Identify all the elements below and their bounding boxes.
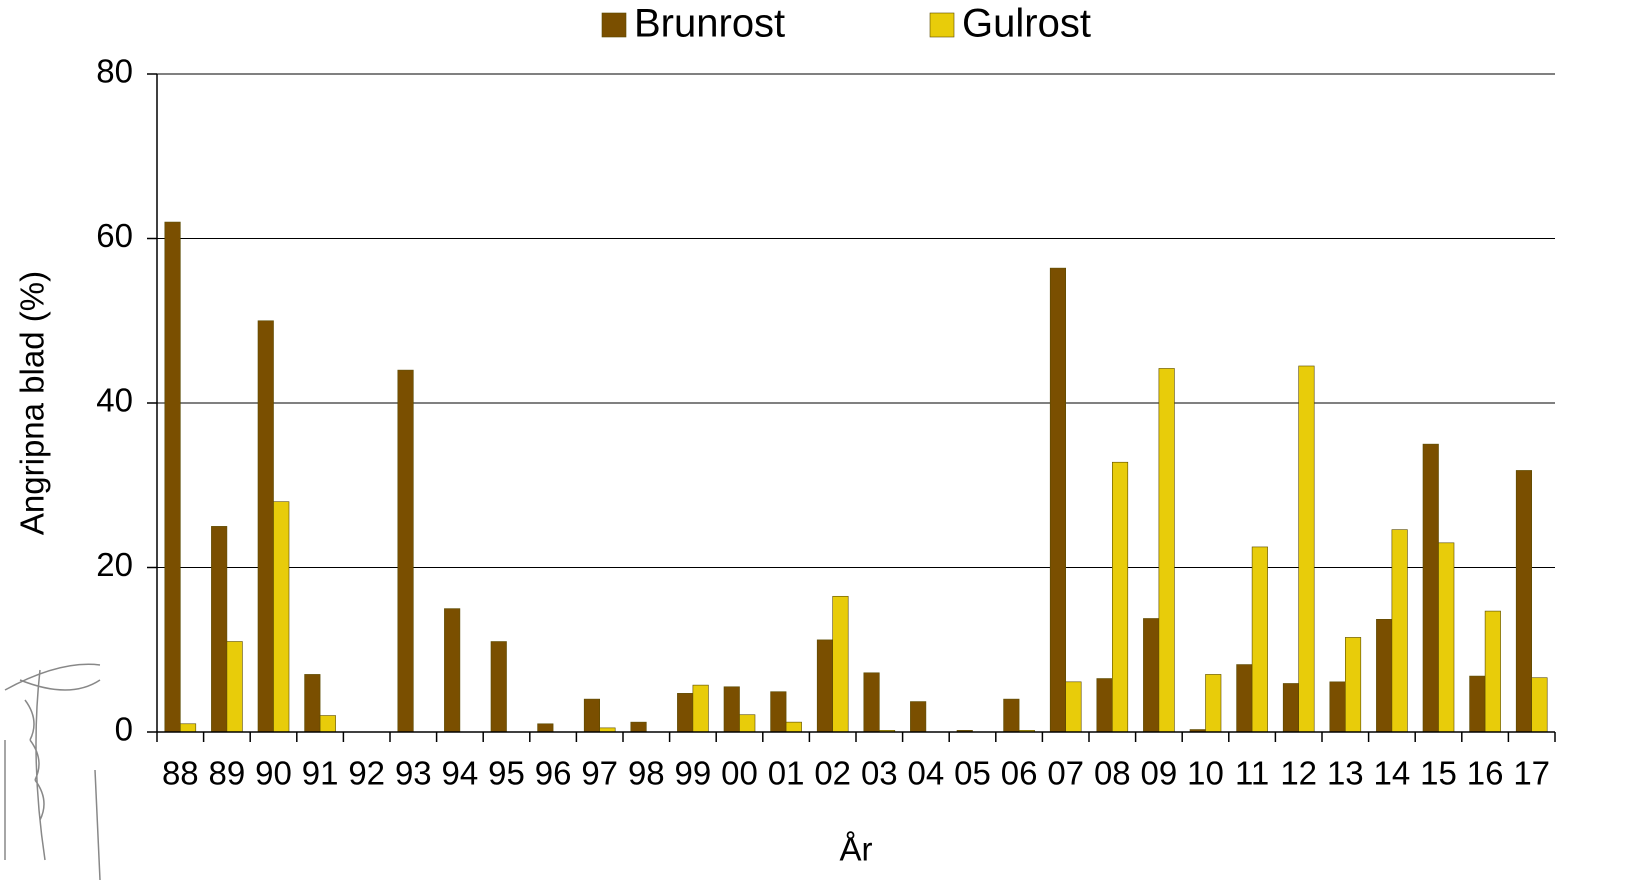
bar [273,501,290,733]
x-tick-label: 95 [488,755,525,792]
y-tick-label: 40 [96,382,133,419]
x-tick-label: 14 [1374,755,1411,792]
bar [319,715,336,733]
y-tick-label: 80 [96,53,133,90]
bar [723,686,740,733]
x-tick-label: 13 [1327,755,1364,792]
y-tick-label: 20 [96,546,133,583]
bar [397,369,414,733]
bar [1515,470,1532,733]
x-tick-label: 88 [162,755,199,792]
bar [1065,681,1082,733]
x-tick-label: 90 [255,755,292,792]
bar [1112,461,1129,733]
bar [1422,443,1439,733]
x-tick-label: 96 [535,755,572,792]
bar [770,691,787,733]
bar [1236,664,1253,733]
bar [863,672,880,733]
bar [583,698,601,733]
x-tick-label: 99 [675,755,712,792]
x-tick-label: 89 [209,755,246,792]
bar [1205,674,1222,733]
bar [1049,267,1066,733]
bar [910,701,927,733]
x-tick-label: 06 [1001,755,1038,792]
x-tick-label: 10 [1187,755,1224,792]
bar [677,693,694,733]
bar [1282,683,1299,733]
y-axis-label: Angripna blad (%) [14,271,51,535]
legend-label: Brunrost [634,2,785,46]
bar [164,221,181,733]
bar [180,723,197,733]
bar [1003,698,1020,733]
bar [1298,365,1315,733]
bar [816,639,834,733]
y-tick-label: 60 [96,217,133,254]
x-tick-label: 16 [1467,755,1504,792]
legend-swatch [929,12,955,38]
bar [1158,368,1175,733]
legend-label: Gulrost [962,2,1091,46]
legend-swatch [601,12,627,38]
bar [1329,681,1346,733]
bar [832,595,849,733]
x-tick-label: 15 [1420,755,1457,792]
bar [537,723,554,733]
wheat-decoration [4,663,101,881]
bar [692,684,709,733]
bar [630,721,647,733]
bar [444,608,461,733]
bar [211,526,228,733]
y-tick-label: 0 [115,711,133,748]
x-tick-label: 17 [1513,755,1550,792]
x-tick-label: 07 [1047,755,1084,792]
bar [257,320,274,733]
bar [304,674,321,733]
bar [1484,610,1501,733]
x-tick-label: 11 [1235,755,1269,792]
x-tick-label: 94 [442,755,479,792]
bar [1438,542,1455,733]
bar [1469,675,1486,733]
x-tick-label: 02 [814,755,851,792]
bar [490,641,507,733]
bar [785,721,802,733]
x-tick-label: 03 [861,755,898,792]
x-tick-label: 09 [1141,755,1178,792]
bar [1251,546,1268,733]
bar [1345,637,1362,733]
x-tick-label: 98 [628,755,665,792]
x-axis-label: År [840,831,873,868]
x-tick-label: 93 [395,755,432,792]
bar [1531,677,1548,733]
x-tick-label: 08 [1094,755,1131,792]
x-tick-label: 91 [302,755,339,792]
x-tick-label: 00 [721,755,758,792]
x-tick-label: 05 [954,755,991,792]
bar [1391,529,1408,733]
x-tick-label: 01 [768,755,805,792]
bar [1376,619,1393,733]
x-tick-label: 97 [581,755,618,792]
bar [1096,678,1113,733]
x-tick-label: 92 [348,755,385,792]
bar [1143,618,1160,733]
x-tick-label: 04 [908,755,945,792]
x-tick-label: 12 [1280,755,1317,792]
bar [739,714,756,733]
bar [226,641,243,733]
